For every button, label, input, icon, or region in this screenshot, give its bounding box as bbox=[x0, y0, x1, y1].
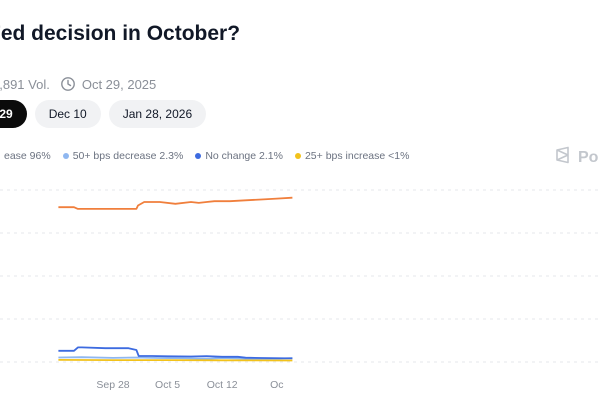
polymarket-watermark: Po bbox=[554, 146, 598, 169]
legend-dot bbox=[294, 153, 301, 159]
legend-label: No change 2.1% bbox=[205, 150, 283, 162]
x-tick-label: Oc bbox=[270, 379, 283, 391]
chart-gridlines bbox=[0, 189, 600, 363]
legend-label: ease 96% bbox=[4, 150, 51, 162]
legend-item: No change 2.1% bbox=[195, 150, 283, 162]
volume-text: 1,891 Vol. bbox=[0, 76, 50, 92]
legend-label: 50+ bps decrease 2.3% bbox=[72, 150, 184, 162]
series-line bbox=[58, 358, 293, 362]
market-meta: 1,891 Vol. Oct 29, 2025 bbox=[0, 76, 156, 92]
clock-icon bbox=[60, 76, 76, 92]
legend-dot bbox=[195, 153, 202, 159]
market-title: Fed decision in October? bbox=[0, 22, 241, 45]
legend-item: ease 96% bbox=[0, 150, 51, 162]
series-line bbox=[58, 196, 293, 210]
legend-item: 25+ bps increase <1% bbox=[294, 150, 410, 162]
tab-dec-10[interactable]: Dec 10 bbox=[34, 100, 101, 128]
polymarket-logo-icon bbox=[554, 146, 572, 169]
series-line bbox=[58, 356, 293, 361]
x-tick-label: Sep 28 bbox=[96, 379, 129, 391]
legend-label: 25+ bps increase <1% bbox=[304, 150, 410, 162]
x-tick-label: Oct 5 bbox=[155, 379, 180, 391]
chart-legend: ease 96% 50+ bps decrease 2.3% No change… bbox=[0, 150, 409, 162]
legend-item: 50+ bps decrease 2.3% bbox=[62, 150, 184, 162]
legend-dot bbox=[62, 153, 69, 159]
end-date-text: Oct 29, 2025 bbox=[81, 76, 157, 92]
tab-jan-28-2026[interactable]: Jan 28, 2026 bbox=[108, 100, 207, 128]
date-tabs: t 29 Dec 10 Jan 28, 2026 bbox=[0, 100, 207, 128]
tab-oct-29[interactable]: t 29 bbox=[0, 100, 27, 128]
x-tick-label: Oct 12 bbox=[207, 379, 238, 391]
watermark-text: Po bbox=[578, 148, 599, 166]
series-line bbox=[58, 346, 293, 360]
